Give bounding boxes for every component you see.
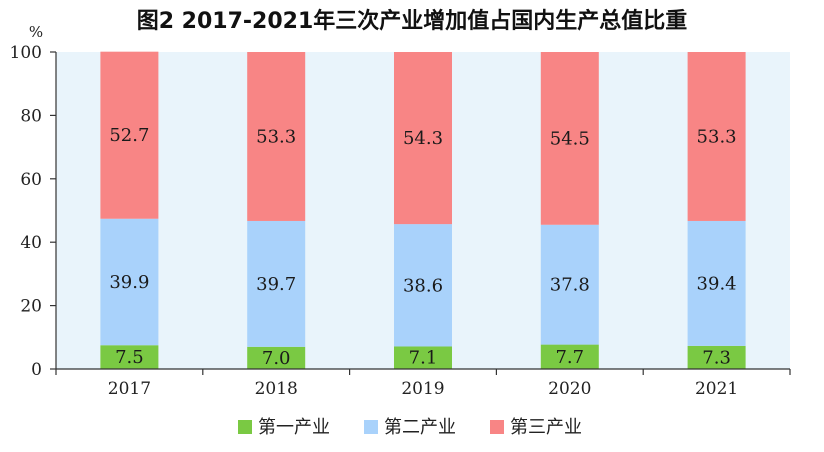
data-label-3-2019: 54.3 xyxy=(403,128,443,149)
x-tick-label: 2019 xyxy=(401,379,444,399)
bar-segment-2-2017 xyxy=(100,218,159,346)
data-label-1-2021: 7.3 xyxy=(702,347,731,368)
y-tick-label: 80 xyxy=(20,106,42,126)
data-label-1-2019: 7.1 xyxy=(409,348,438,369)
bar-segment-2-2018 xyxy=(247,220,306,347)
legend-label-3: 第三产业 xyxy=(510,417,582,438)
bars-group: 7.5 39.9 52.7 7.0 39.7 53.3 7.1 38.6 54.3 7.7 37.8… xyxy=(100,51,746,369)
legend-swatch-1 xyxy=(238,420,252,434)
data-label-2-2017: 39.9 xyxy=(109,272,149,293)
bar-segment-3-2020 xyxy=(540,52,599,225)
bar-segment-3-2018 xyxy=(247,52,306,221)
data-label-2-2019: 38.6 xyxy=(403,275,443,296)
data-label-1-2018: 7.0 xyxy=(262,348,291,369)
bar-segment-1-2018 xyxy=(247,346,306,369)
y-tick-label: 20 xyxy=(20,297,42,317)
data-label-3-2020: 54.5 xyxy=(550,128,590,149)
data-label-3-2018: 53.3 xyxy=(256,126,296,147)
bar-segment-1-2019 xyxy=(394,346,452,369)
data-label-2-2018: 39.7 xyxy=(256,274,296,295)
data-label-2-2021: 39.4 xyxy=(697,273,737,294)
legend-label-1: 第一产业 xyxy=(258,417,330,438)
legend-label-2: 第二产业 xyxy=(384,417,456,438)
legend-swatch-2 xyxy=(364,420,378,434)
x-tick-label: 2018 xyxy=(255,379,298,399)
data-label-1-2017: 7.5 xyxy=(115,347,144,368)
y-tick-label: 60 xyxy=(20,170,42,190)
bar-segment-3-2017 xyxy=(100,51,159,219)
bar-segment-1-2021 xyxy=(687,345,746,369)
x-tick-label: 2020 xyxy=(548,379,591,399)
legend-swatch-3 xyxy=(490,420,504,434)
legend: 第一产业 第二产业 第三产业 xyxy=(238,417,582,438)
x-tick-label: 2017 xyxy=(108,379,151,399)
data-label-2-2020: 37.8 xyxy=(550,275,590,296)
axes-group: 0 20 40 60 80 100 2017 2018 2019 2020 2021 xyxy=(10,43,791,399)
bar-segment-3-2021 xyxy=(687,52,746,221)
bar-segment-1-2020 xyxy=(540,344,599,369)
y-axis-unit: % xyxy=(29,23,43,41)
y-tick-label: 0 xyxy=(31,360,42,380)
bar-segment-2-2021 xyxy=(687,220,746,346)
bar-segment-2-2020 xyxy=(540,224,599,345)
bar-segment-2-2019 xyxy=(394,224,452,347)
data-label-3-2021: 53.3 xyxy=(697,126,737,147)
x-tick-label: 2021 xyxy=(695,379,738,399)
chart-title: 图2 2017-2021年三次产业增加值占国内生产总值比重 xyxy=(137,8,688,34)
y-tick-label: 40 xyxy=(20,233,42,253)
y-tick-label: 100 xyxy=(10,43,42,63)
bar-segment-3-2019 xyxy=(394,52,452,225)
bar-segment-1-2017 xyxy=(100,345,159,369)
data-label-3-2017: 52.7 xyxy=(109,125,149,146)
data-label-1-2020: 7.7 xyxy=(555,347,584,368)
